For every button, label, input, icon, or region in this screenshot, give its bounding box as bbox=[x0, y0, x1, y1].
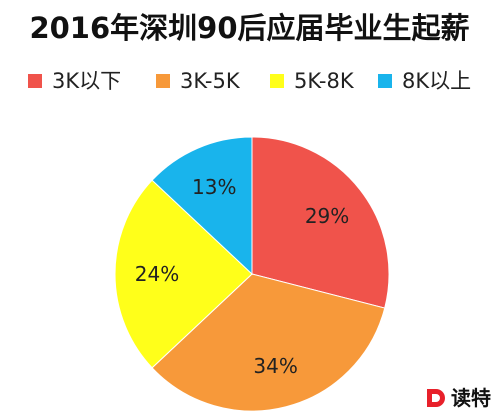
pie-slice-3k-5k bbox=[151, 273, 386, 412]
legend-item-under-3k: 3K以下 bbox=[28, 66, 121, 96]
legend-label-under-3k: 3K以下 bbox=[52, 69, 122, 93]
pie-slice-under-3k bbox=[251, 136, 390, 309]
pie-slice-over-8k bbox=[151, 136, 253, 276]
legend-swatch-5k-8k bbox=[270, 74, 284, 88]
data-label-5k-8k: 24% bbox=[135, 262, 179, 286]
watermark-text: 读特 bbox=[451, 386, 491, 410]
chart-title: 2016年深圳90后应届毕业生起薪 bbox=[29, 11, 470, 45]
watermark: 读特 bbox=[424, 385, 491, 411]
data-label-3k-5k: 34% bbox=[253, 354, 297, 378]
legend-swatch-3k-5k bbox=[156, 74, 170, 88]
legend-swatch-over-8k bbox=[378, 74, 392, 88]
data-label-under-3k: 29% bbox=[305, 204, 349, 228]
legend-item-over-8k: 8K以上 bbox=[378, 66, 471, 96]
legend-item-5k-8k: 5K-8K bbox=[270, 66, 354, 96]
legend-label-over-8k: 8K以上 bbox=[402, 69, 472, 93]
chart-legend: 3K以下 3K-5K 5K-8K 8K以上 bbox=[28, 66, 488, 96]
data-label-over-8k: 13% bbox=[192, 175, 236, 199]
legend-label-5k-8k: 5K-8K bbox=[294, 69, 354, 93]
watermark-logo-icon bbox=[427, 389, 445, 407]
legend-item-3k-5k: 3K-5K bbox=[156, 66, 240, 96]
legend-swatch-under-3k bbox=[28, 74, 42, 88]
legend-label-3k-5k: 3K-5K bbox=[180, 69, 240, 93]
pie-slice-5k-8k bbox=[114, 179, 253, 369]
